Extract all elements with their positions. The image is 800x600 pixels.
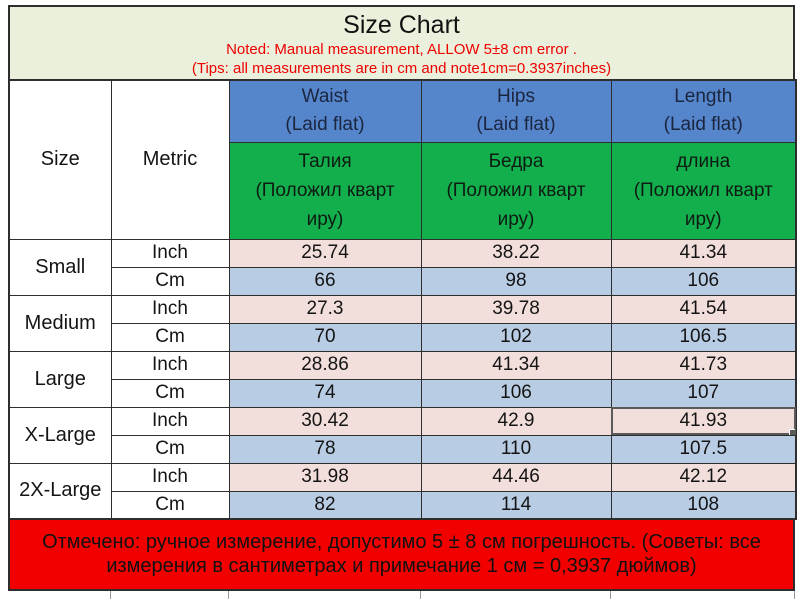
hips-sublabel: (Laid flat) <box>476 114 556 136</box>
length-sublabel-ru-2: иру) <box>684 209 722 230</box>
hips-header-ru: Бедра (Положил кварт иру) <box>420 141 612 240</box>
cell-small-cm-hips: 98 <box>420 266 612 296</box>
title-block: Size Chart Noted: Manual measurement, AL… <box>8 5 795 79</box>
cell-2x-large-inch-waist: 31.98 <box>228 462 422 492</box>
size-chart-sheet: Size Chart Noted: Manual measurement, AL… <box>8 5 797 599</box>
waist-label-ru: Талия <box>298 151 352 172</box>
hips-sublabel-ru-1: (Положил кварт <box>446 180 586 201</box>
cell-medium-cm-waist: 70 <box>228 322 422 352</box>
metric-cm-label: Cm <box>110 490 230 520</box>
cell-large-inch-waist: 28.86 <box>228 350 422 380</box>
length-label-ru: длина <box>676 151 731 172</box>
measurement-note-ru: Отмечено: ручное измерение, допустимо 5 … <box>8 520 795 591</box>
tips-note-en: (Tips: all measurements are in cm and no… <box>191 60 612 77</box>
cell-medium-inch-length: 41.54 <box>610 294 797 324</box>
size-name-x-large: X-Large <box>8 406 112 464</box>
cell-medium-inch-hips: 39.78 <box>420 294 612 324</box>
size-column-header: Size <box>8 79 112 240</box>
waist-sublabel: (Laid flat) <box>285 114 365 136</box>
selected-cell: 41.93 <box>610 406 797 436</box>
length-label: Length <box>674 86 733 108</box>
table-row: X-Large Inch 30.42 42.9 41.93 <box>8 406 797 464</box>
waist-sublabel-ru-1: (Положил кварт <box>255 180 395 201</box>
length-sublabel-ru-1: (Положил кварт <box>633 180 773 201</box>
cell-medium-inch-waist: 27.3 <box>228 294 422 324</box>
metric-column-header: Metric <box>110 79 230 240</box>
size-chart-table: Size Metric Waist (Laid flat) Hips (Laid… <box>8 79 797 520</box>
table-row: Cm 82 114 108 <box>9 490 797 520</box>
length-sublabel: (Laid flat) <box>663 114 743 136</box>
bottom-gridline-stubs <box>8 591 795 599</box>
cell-x-large-cm-waist: 78 <box>228 434 422 464</box>
hips-header-en: Hips (Laid flat) <box>420 79 612 143</box>
length-header-ru: длина (Положил кварт иру) <box>610 141 797 240</box>
waist-label: Waist <box>301 86 349 108</box>
waist-header-ru: Талия (Положил кварт иру) <box>228 141 422 240</box>
size-name-small: Small <box>8 238 112 296</box>
cell-large-cm-length: 107 <box>610 378 797 408</box>
metric-cm-label: Cm <box>110 378 230 408</box>
gridline-stub <box>610 591 611 599</box>
table-row: Cm 66 98 106 <box>9 266 797 296</box>
waist-header-en: Waist (Laid flat) <box>228 79 422 143</box>
measurement-note-en: Noted: Manual measurement, ALLOW 5±8 cm … <box>226 41 577 58</box>
cell-medium-cm-hips: 102 <box>420 322 612 352</box>
cell-large-cm-hips: 106 <box>420 378 612 408</box>
size-name-large: Large <box>8 350 112 408</box>
length-header-en: Length (Laid flat) <box>610 79 797 143</box>
cell-x-large-cm-hips: 110 <box>420 434 612 464</box>
gridline-stub <box>110 591 111 599</box>
metric-inch-label: Inch <box>110 462 230 492</box>
hips-sublabel-ru-2: иру) <box>497 209 535 230</box>
cell-x-large-inch-hips: 42.9 <box>420 406 612 436</box>
gridline-stub <box>420 591 421 599</box>
cell-2x-large-inch-hips: 44.46 <box>420 462 612 492</box>
cell-2x-large-cm-length: 108 <box>610 490 797 520</box>
table-row: Large Inch 28.86 41.34 41.73 <box>8 350 797 408</box>
metric-cm-label: Cm <box>110 266 230 296</box>
table-row: Cm 78 110 107.5 <box>9 434 797 464</box>
table-row: Cm 70 102 106.5 <box>9 322 797 352</box>
cell-large-inch-length: 41.73 <box>610 350 797 380</box>
cell-large-cm-waist: 74 <box>228 378 422 408</box>
metric-inch-label: Inch <box>110 350 230 380</box>
cell-small-cm-length: 106 <box>610 266 797 296</box>
metric-inch-label: Inch <box>110 238 230 268</box>
waist-sublabel-ru-2: иру) <box>306 209 344 230</box>
table-row: 2X-Large Inch 31.98 44.46 42.12 <box>8 462 797 520</box>
table-row: Cm 74 106 107 <box>9 378 797 408</box>
cell-small-inch-waist: 25.74 <box>228 238 422 268</box>
cell-2x-large-cm-hips: 114 <box>420 490 612 520</box>
gridline-stub <box>228 591 229 599</box>
metric-cm-label: Cm <box>110 322 230 352</box>
cell-medium-cm-length: 106.5 <box>610 322 797 352</box>
table-row: Medium Inch 27.3 39.78 41.54 <box>8 294 797 352</box>
gridline-stub <box>794 591 795 599</box>
page-title: Size Chart <box>343 11 460 39</box>
cell-small-cm-waist: 66 <box>228 266 422 296</box>
cell-2x-large-inch-length: 42.12 <box>610 462 797 492</box>
metric-inch-label: Inch <box>110 406 230 436</box>
cell-x-large-inch-waist: 30.42 <box>228 406 422 436</box>
table-row: Small Inch 25.74 38.22 41.34 <box>8 238 797 296</box>
metric-cm-label: Cm <box>110 434 230 464</box>
cell-x-large-cm-length: 107.5 <box>610 434 797 464</box>
cell-2x-large-cm-waist: 82 <box>228 490 422 520</box>
hips-label: Hips <box>496 86 535 108</box>
cell-small-inch-hips: 38.22 <box>420 238 612 268</box>
cell-small-inch-length: 41.34 <box>610 238 797 268</box>
hips-label-ru: Бедра <box>488 151 544 172</box>
size-name-2x-large: 2X-Large <box>8 462 112 520</box>
cell-large-inch-hips: 41.34 <box>420 350 612 380</box>
size-name-medium: Medium <box>8 294 112 352</box>
metric-inch-label: Inch <box>110 294 230 324</box>
